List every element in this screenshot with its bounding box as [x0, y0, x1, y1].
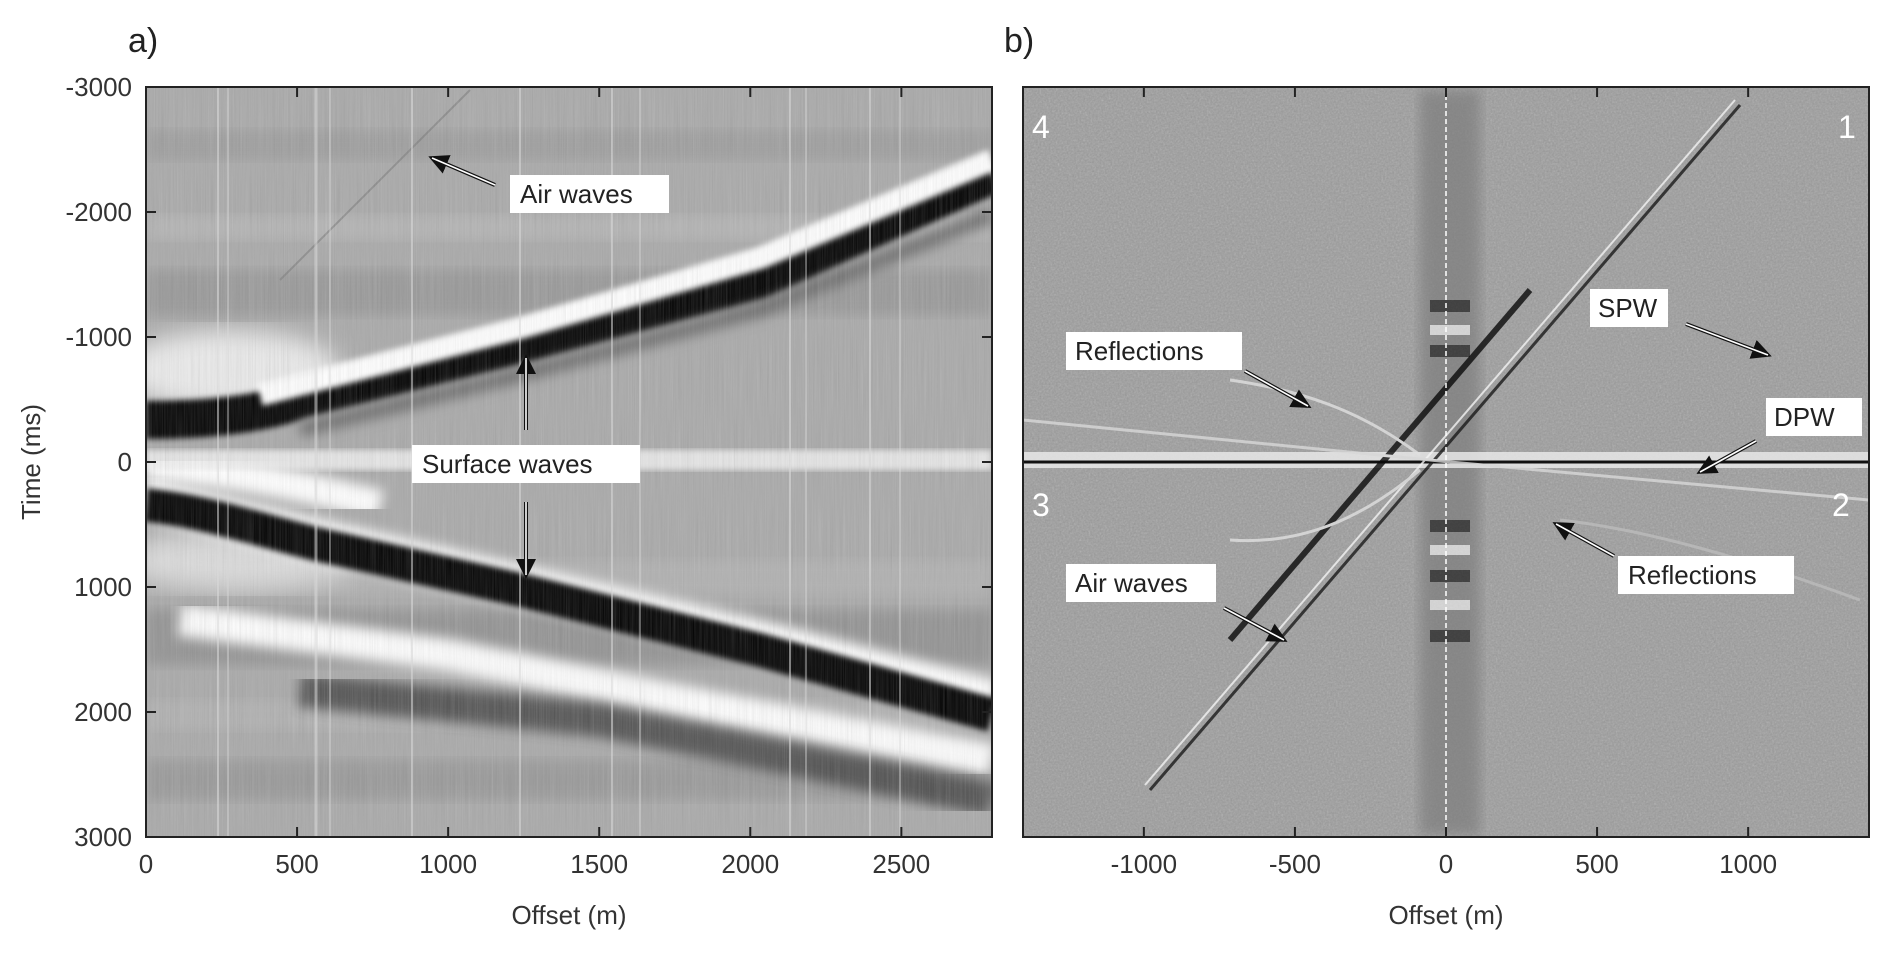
- x-tick-label: -500: [1269, 849, 1321, 879]
- x-tick-label: 500: [1575, 849, 1618, 879]
- panel-b-axes: -1000 -500 0 500 1000: [1111, 87, 1777, 879]
- surface-waves-label-a: Surface waves: [422, 449, 593, 479]
- x-tick-label: -1000: [1111, 849, 1178, 879]
- y-tick-label: -3000: [66, 72, 133, 102]
- x-tick-label: 2000: [721, 849, 779, 879]
- annotation-reflections-upper: Reflections: [1066, 332, 1312, 408]
- x-tick-label: 0: [1439, 849, 1453, 879]
- y-tick-label: 0: [118, 447, 132, 477]
- quadrant-label-3: 3: [1032, 487, 1050, 523]
- reflections-label-upper: Reflections: [1075, 336, 1204, 366]
- panel-a-label: a): [128, 22, 158, 60]
- x-tick-label: 1000: [1719, 849, 1777, 879]
- y-tick-label: -2000: [66, 197, 133, 227]
- quadrant-label-2: 2: [1832, 487, 1850, 523]
- x-tick-label: 1500: [570, 849, 628, 879]
- quadrant-label-4: 4: [1032, 109, 1050, 145]
- y-tick-label: 2000: [74, 697, 132, 727]
- x-tick-label: 2500: [872, 849, 930, 879]
- air-waves-label-b: Air waves: [1075, 568, 1188, 598]
- quadrant-label-1: 1: [1838, 109, 1856, 145]
- air-waves-label-a: Air waves: [520, 179, 633, 209]
- annotation-spw: SPW: [1590, 289, 1772, 359]
- dpw-label: DPW: [1774, 402, 1835, 432]
- x-tick-label: 1000: [419, 849, 477, 879]
- y-tick-label: 3000: [74, 822, 132, 852]
- panel-b-seismogram: [1023, 87, 1869, 837]
- annotation-dpw: DPW: [1696, 398, 1862, 474]
- panel-b: b): [1004, 22, 1870, 930]
- spw-label: SPW: [1598, 293, 1658, 323]
- panel-b-label: b): [1004, 22, 1034, 60]
- annotation-reflections-lower: Reflections: [1552, 522, 1794, 594]
- panel-a-axes: 0 500 1000 1500 2000 2500 -3000 -2000 -1000 0 1000…: [66, 72, 992, 879]
- y-tick-label: -1000: [66, 322, 133, 352]
- annotation-surface-waves-a: Surface waves: [412, 354, 640, 579]
- panel-a: a): [16, 22, 993, 930]
- panel-a-ylabel: Time (ms): [16, 404, 46, 520]
- x-tick-label: 0: [139, 849, 153, 879]
- x-tick-label: 500: [275, 849, 318, 879]
- y-tick-label: 1000: [74, 572, 132, 602]
- annotation-air-waves-b: Air waves: [1066, 564, 1288, 642]
- panel-b-xlabel: Offset (m): [1388, 900, 1503, 930]
- panel-a-xlabel: Offset (m): [511, 900, 626, 930]
- annotation-air-waves-a: Air waves: [428, 155, 669, 213]
- reflections-label-lower: Reflections: [1628, 560, 1757, 590]
